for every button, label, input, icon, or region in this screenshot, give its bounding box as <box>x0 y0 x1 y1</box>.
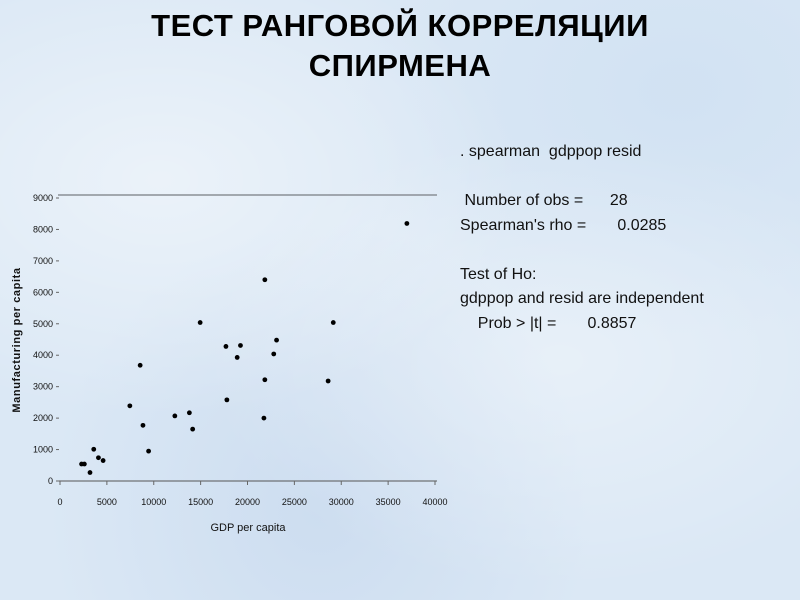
stata-prob: Prob > |t| = 0.8857 <box>460 314 637 332</box>
data-point <box>325 378 331 384</box>
x-tick-label: 40000 <box>422 497 447 507</box>
x-tick-label: 10000 <box>141 497 166 507</box>
stata-test: Test of Ho: <box>460 265 537 283</box>
x-tick-label: 35000 <box>376 497 401 507</box>
data-point <box>271 351 277 357</box>
x-tick-label: 25000 <box>282 497 307 507</box>
y-tick-label: 3000 <box>33 382 53 392</box>
data-point <box>262 277 268 283</box>
data-point <box>223 344 229 349</box>
data-point <box>404 221 410 226</box>
y-tick-label: 2000 <box>33 413 53 423</box>
data-point <box>190 426 196 432</box>
data-point <box>172 413 178 419</box>
data-point <box>262 377 268 383</box>
x-tick-label: 0 <box>57 497 62 507</box>
y-tick-label: 8000 <box>33 224 53 234</box>
stata-output: . spearman gdppop resid​ Number of obs =… <box>460 140 704 336</box>
data-point <box>197 320 203 325</box>
stata-hypothesis: gdppop and resid are independent <box>460 290 704 307</box>
slide-title: ТЕСТ РАНГОВОЙ КОРРЕЛЯЦИИ СПИРМЕНА <box>0 6 800 86</box>
data-point <box>127 403 133 409</box>
data-point <box>81 461 87 467</box>
data-point <box>100 458 106 463</box>
x-tick-label: 5000 <box>97 497 117 507</box>
x-tick-label: 20000 <box>235 497 260 507</box>
data-point <box>261 415 267 421</box>
data-point <box>234 355 240 360</box>
data-point <box>91 446 97 452</box>
stata-command: . spearman gdppop resid <box>460 143 642 160</box>
y-tick-label: 6000 <box>33 287 53 297</box>
data-point <box>137 362 143 368</box>
stata-obs: Number of obs = 28 <box>460 192 628 209</box>
title-line-2: СПИРМЕНА <box>308 48 492 83</box>
data-point <box>96 455 101 461</box>
y-tick-label: 0 <box>48 476 53 486</box>
title-line-1: ТЕСТ РАНГОВОЙ КОРРЕЛЯЦИИ <box>151 8 649 43</box>
y-tick-label: 5000 <box>33 319 53 329</box>
x-axis-label: GDP per capita <box>210 522 286 534</box>
x-tick-label: 30000 <box>329 497 354 507</box>
data-point <box>330 320 336 325</box>
y-axis-label: Manufacturing per capita <box>11 267 23 412</box>
data-point <box>224 397 230 403</box>
x-tick-label: 15000 <box>188 497 213 507</box>
data-point <box>140 422 146 428</box>
data-point <box>87 470 93 475</box>
y-tick-label: 7000 <box>33 256 53 266</box>
data-point <box>146 448 151 454</box>
y-tick-label: 4000 <box>33 350 53 360</box>
data-point <box>186 410 192 416</box>
data-point <box>238 343 243 348</box>
y-tick-label: 1000 <box>33 445 53 455</box>
data-point <box>274 337 279 343</box>
stata-rho: Spearman's rho = 0.0285 <box>460 216 667 234</box>
y-tick-label: 9000 <box>33 193 53 203</box>
